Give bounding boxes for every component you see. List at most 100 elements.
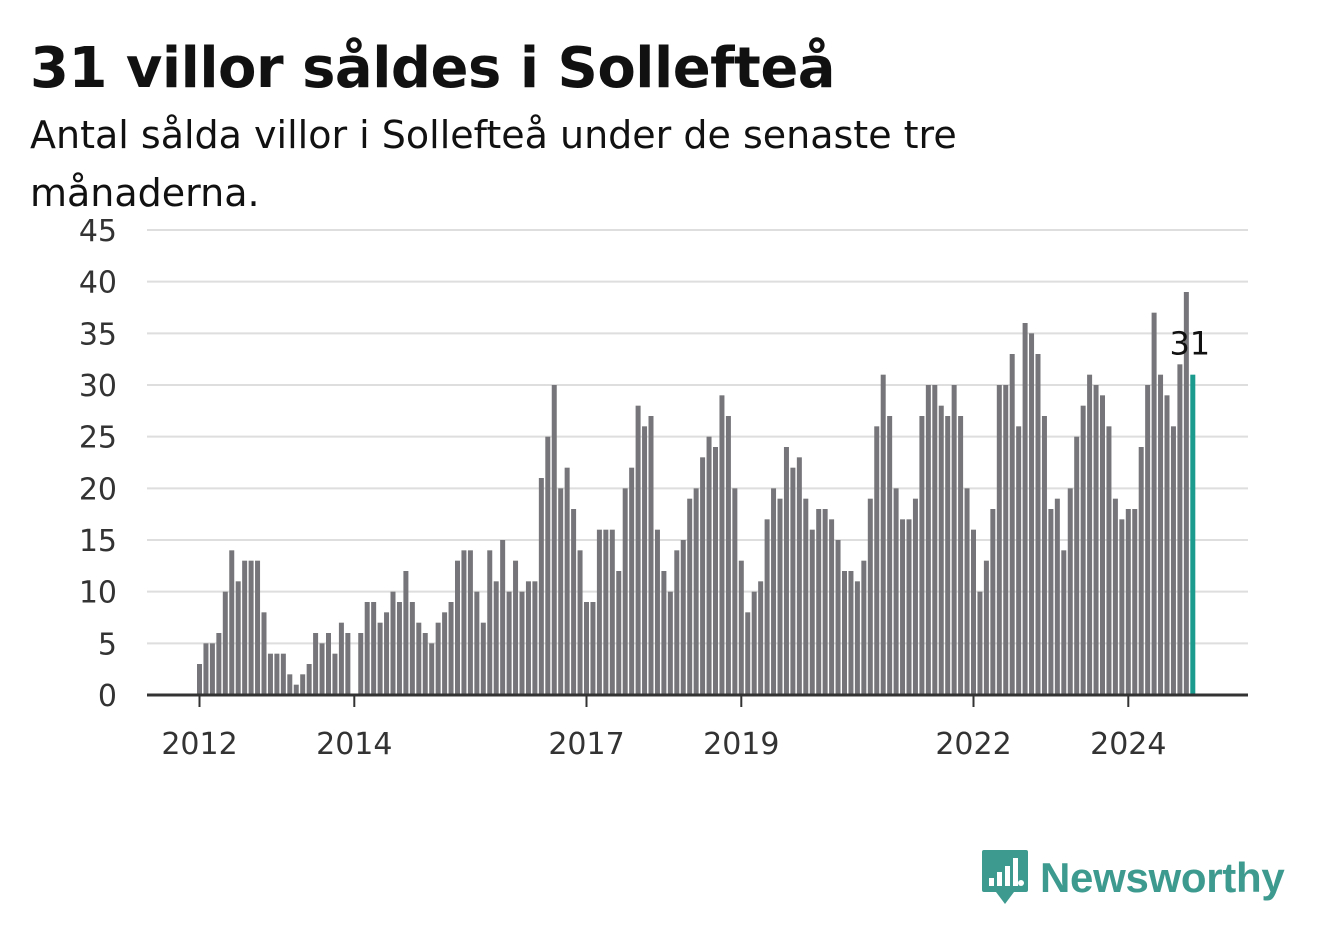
bar <box>1183 292 1189 695</box>
y-tick-label: 10 <box>79 576 117 611</box>
bar <box>635 405 641 695</box>
bar <box>525 581 531 695</box>
bar <box>538 478 544 695</box>
bar <box>945 416 951 695</box>
bar <box>1016 426 1022 695</box>
bar <box>938 405 944 695</box>
bar <box>867 498 873 695</box>
bar <box>274 653 280 695</box>
bar <box>667 591 673 695</box>
bar <box>429 643 435 695</box>
bar <box>506 591 512 695</box>
bar <box>719 395 725 695</box>
bar <box>558 488 564 695</box>
bar <box>1100 395 1105 695</box>
bar <box>932 385 938 695</box>
y-tick-label: 30 <box>79 369 117 404</box>
bar <box>416 622 422 695</box>
bar <box>829 519 835 695</box>
bar <box>261 612 267 695</box>
bar <box>900 519 906 695</box>
bar <box>964 488 970 695</box>
bar <box>738 560 744 695</box>
bar <box>854 581 860 695</box>
bar <box>764 519 770 695</box>
bar <box>958 416 964 695</box>
bar <box>758 581 764 695</box>
bar <box>609 529 615 695</box>
bar <box>422 633 428 695</box>
bar <box>1074 436 1080 695</box>
bar <box>874 426 880 695</box>
chart-title: 31 villor såldes i Sollefteå <box>30 36 836 101</box>
bar <box>1022 323 1028 695</box>
bar <box>654 529 660 695</box>
bar <box>1112 498 1118 695</box>
y-tick-label: 5 <box>98 627 117 662</box>
bar <box>893 488 899 695</box>
bar <box>384 612 390 695</box>
bar <box>1061 550 1067 695</box>
bar <box>442 612 448 695</box>
bar <box>532 581 538 695</box>
bar <box>280 653 286 695</box>
bar <box>977 591 983 695</box>
bar <box>925 385 931 695</box>
bar <box>745 612 751 695</box>
bar <box>790 467 796 695</box>
bar <box>816 509 822 695</box>
bar <box>326 633 331 695</box>
bar <box>616 571 622 695</box>
bar <box>1035 354 1041 695</box>
bar <box>1093 385 1099 695</box>
x-tick-label: 2012 <box>161 727 237 762</box>
bar <box>396 602 402 695</box>
bar <box>584 602 589 695</box>
bar <box>783 447 789 695</box>
bar <box>1048 509 1054 695</box>
y-tick-label: 35 <box>79 317 117 352</box>
bar <box>822 509 828 695</box>
bar <box>222 591 228 695</box>
bar <box>990 509 996 695</box>
x-tick-label: 2014 <box>316 727 392 762</box>
bar <box>713 447 718 695</box>
bar <box>887 416 893 695</box>
bar <box>332 653 338 695</box>
bar <box>687 498 693 695</box>
bar <box>435 622 441 695</box>
bar <box>480 622 486 695</box>
bar <box>235 581 241 695</box>
bar <box>1158 374 1164 695</box>
bar <box>487 550 493 695</box>
y-tick-label: 25 <box>79 421 117 456</box>
bar <box>809 529 815 695</box>
bar <box>1151 312 1157 695</box>
bar <box>267 653 273 695</box>
bar <box>461 550 467 695</box>
bar <box>203 643 209 695</box>
bar <box>216 633 222 695</box>
bar <box>571 509 577 695</box>
bar <box>564 467 570 695</box>
bar <box>358 633 364 695</box>
bar <box>1106 426 1112 695</box>
bar <box>1164 395 1170 695</box>
x-tick-label: 2024 <box>1090 727 1166 762</box>
bar <box>493 581 499 695</box>
bar <box>906 519 912 695</box>
bar <box>248 560 254 695</box>
bar <box>409 602 415 695</box>
bars <box>197 292 1196 695</box>
bar <box>1132 509 1138 695</box>
bar <box>796 457 802 695</box>
bar <box>732 488 738 695</box>
bar <box>674 550 680 695</box>
bar <box>448 602 454 695</box>
bar <box>1125 509 1131 695</box>
bar <box>1054 498 1060 695</box>
bar <box>209 643 215 695</box>
bar <box>1029 333 1035 695</box>
bar <box>467 550 473 695</box>
bar <box>919 416 925 695</box>
